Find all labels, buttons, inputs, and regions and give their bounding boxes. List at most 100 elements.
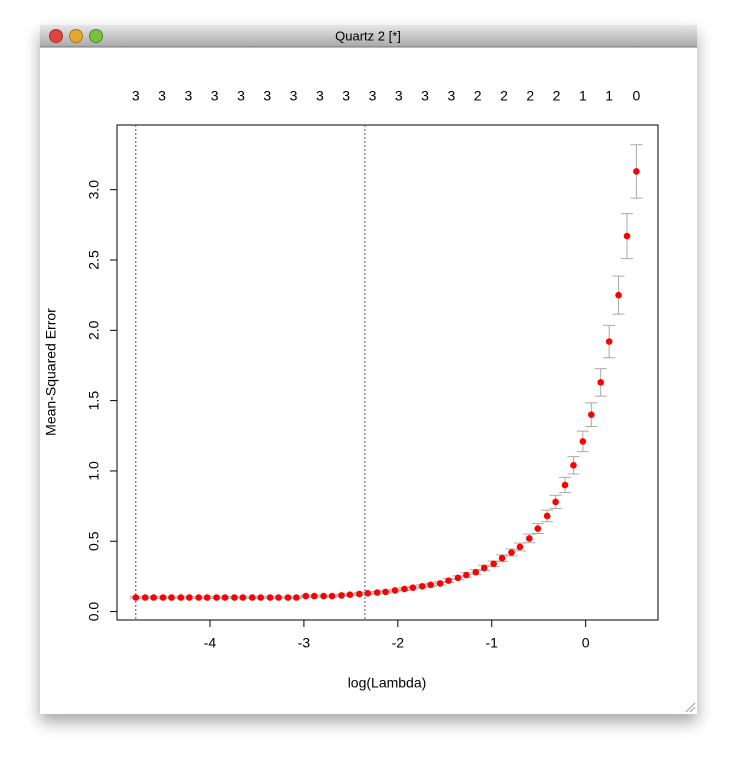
point [498, 554, 506, 562]
point [543, 512, 551, 520]
point [454, 574, 462, 582]
point [203, 594, 211, 601]
point [310, 592, 318, 600]
point [364, 589, 372, 597]
title-bar [40, 25, 697, 47]
point [382, 588, 389, 596]
top-tick-label: 3 [316, 88, 324, 104]
point [579, 438, 587, 445]
point [284, 594, 292, 601]
point [436, 580, 444, 587]
point [615, 291, 622, 299]
point [248, 594, 256, 601]
point [239, 594, 247, 601]
point [401, 585, 408, 593]
point [141, 594, 149, 601]
point [186, 594, 193, 601]
top-tick-label: 2 [553, 88, 561, 104]
top-tick-label: 2 [526, 88, 534, 104]
top-tick-label: 3 [395, 88, 403, 104]
y-tick-label: 0.0 [86, 602, 102, 622]
top-tick-label: 1 [579, 88, 587, 104]
point [480, 564, 488, 572]
point [633, 168, 640, 175]
point [391, 587, 399, 594]
y-tick-label: 2.5 [86, 250, 102, 270]
y-tick-label: 0.5 [86, 531, 102, 551]
point [168, 594, 175, 601]
top-tick-label: 3 [290, 88, 298, 104]
y-axis-label: Mean-Squared Error [43, 308, 59, 436]
point [293, 594, 300, 601]
top-tick-label: 3 [158, 88, 166, 104]
point [213, 594, 220, 601]
point [257, 594, 265, 601]
window-title: Quartz 2 [*] [335, 28, 401, 43]
point [320, 592, 327, 600]
point [490, 560, 497, 568]
y-tick-label: 1.0 [86, 461, 102, 481]
point [328, 592, 336, 600]
point [561, 481, 569, 489]
close-button[interactable] [49, 29, 63, 43]
point [409, 584, 417, 591]
point [266, 594, 274, 601]
point [508, 549, 515, 556]
top-tick-label: 3 [132, 88, 140, 104]
top-tick-label: 0 [632, 88, 640, 104]
top-tick-label: 2 [500, 88, 508, 104]
point [418, 582, 426, 590]
x-tick-label: -2 [392, 635, 405, 651]
x-axis-label: log(Lambda) [348, 675, 427, 691]
top-tick-label: 3 [184, 88, 192, 104]
x-tick-label: -4 [204, 635, 217, 651]
top-tick-label: 3 [342, 88, 350, 104]
minimize-button[interactable] [69, 29, 83, 43]
point [195, 594, 203, 601]
point [605, 338, 613, 345]
point [516, 543, 524, 551]
point [623, 232, 631, 240]
top-tick-label: 3 [447, 88, 455, 104]
top-tick-label: 3 [421, 88, 429, 104]
point [338, 592, 345, 599]
top-tick-label: 3 [263, 88, 271, 104]
point [526, 535, 533, 542]
point [597, 379, 605, 386]
point [356, 590, 363, 598]
point [463, 571, 470, 579]
y-tick-label: 1.5 [86, 391, 102, 411]
top-tick-label: 3 [211, 88, 219, 104]
top-tick-label: 3 [237, 88, 245, 104]
x-tick-label: -1 [486, 635, 499, 651]
point [373, 589, 381, 596]
point [302, 592, 310, 600]
y-tick-label: 2.0 [86, 320, 102, 340]
top-tick-label: 1 [605, 88, 613, 104]
point [150, 594, 157, 601]
plot-box [116, 124, 659, 621]
point [177, 594, 185, 601]
x-tick-label: -3 [298, 635, 311, 651]
point [221, 594, 229, 601]
point [570, 462, 577, 469]
y-tick-label: 3.0 [86, 180, 102, 200]
point [445, 577, 452, 584]
point [552, 498, 559, 506]
point [427, 581, 435, 589]
resize-grip[interactable] [685, 702, 696, 713]
point [275, 594, 282, 601]
top-tick-label: 2 [474, 88, 482, 104]
point [472, 568, 480, 576]
point [346, 591, 354, 598]
point [534, 525, 542, 532]
point [132, 594, 140, 601]
point [588, 411, 595, 418]
point [231, 594, 238, 601]
zoom-button[interactable] [89, 29, 103, 43]
top-tick-label: 3 [369, 88, 377, 104]
x-tick-label: 0 [582, 635, 590, 651]
point [159, 594, 167, 601]
